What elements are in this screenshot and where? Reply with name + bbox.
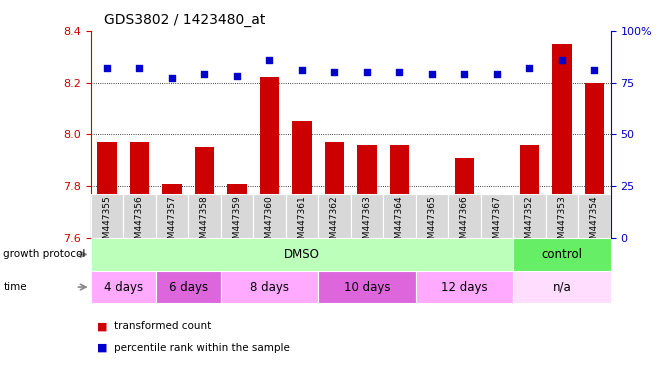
Bar [415, 271, 513, 303]
Text: 12 days: 12 days [441, 281, 488, 293]
Bar [195, 147, 214, 238]
Point [264, 57, 274, 63]
Text: GSM447356: GSM447356 [135, 195, 144, 250]
Bar [546, 194, 578, 238]
Text: n/a: n/a [552, 281, 571, 293]
Bar [519, 145, 539, 238]
Bar [318, 194, 350, 238]
Text: GSM447357: GSM447357 [167, 195, 176, 250]
Point [166, 75, 177, 81]
Bar [350, 194, 383, 238]
Text: percentile rank within the sample: percentile rank within the sample [114, 343, 290, 353]
Point [329, 69, 340, 75]
Bar [513, 271, 611, 303]
Bar [325, 142, 344, 238]
Text: GSM447360: GSM447360 [265, 195, 274, 250]
Bar [584, 83, 604, 238]
Bar [292, 121, 311, 238]
Text: GSM447362: GSM447362 [330, 195, 339, 250]
Bar [253, 194, 286, 238]
Bar [487, 194, 507, 238]
Text: GSM447354: GSM447354 [590, 195, 599, 250]
Bar [91, 238, 513, 271]
Bar [480, 194, 513, 238]
Text: ■: ■ [97, 321, 108, 331]
Text: GSM447358: GSM447358 [200, 195, 209, 250]
Bar [91, 194, 123, 238]
Point [491, 71, 502, 77]
Text: GSM447366: GSM447366 [460, 195, 469, 250]
Point [427, 71, 437, 77]
Bar [454, 158, 474, 238]
Point [231, 73, 242, 79]
Text: 10 days: 10 days [344, 281, 390, 293]
Text: growth protocol: growth protocol [3, 249, 86, 260]
Bar [162, 184, 182, 238]
Point [101, 65, 112, 71]
Text: 4 days: 4 days [103, 281, 143, 293]
Bar [130, 142, 149, 238]
Text: GSM447359: GSM447359 [232, 195, 242, 250]
Bar [260, 78, 279, 238]
Bar [91, 271, 156, 303]
Bar [286, 194, 318, 238]
Bar [156, 194, 188, 238]
Bar [390, 145, 409, 238]
Text: GSM447364: GSM447364 [395, 195, 404, 250]
Text: time: time [3, 282, 27, 292]
Text: ■: ■ [97, 343, 108, 353]
Point [524, 65, 535, 71]
Text: GSM447355: GSM447355 [103, 195, 111, 250]
Bar [156, 271, 221, 303]
Text: 6 days: 6 days [168, 281, 207, 293]
Bar [123, 194, 156, 238]
Bar [318, 271, 415, 303]
Bar [383, 194, 415, 238]
Bar [415, 194, 448, 238]
Bar [448, 194, 480, 238]
Text: GDS3802 / 1423480_at: GDS3802 / 1423480_at [104, 13, 265, 27]
Text: transformed count: transformed count [114, 321, 211, 331]
Bar [188, 194, 221, 238]
Point [556, 57, 567, 63]
Text: GSM447367: GSM447367 [493, 195, 501, 250]
Bar [513, 238, 611, 271]
Bar [97, 142, 117, 238]
Text: 8 days: 8 days [250, 281, 289, 293]
Point [459, 71, 470, 77]
Text: DMSO: DMSO [284, 248, 320, 261]
Text: GSM447365: GSM447365 [427, 195, 436, 250]
Bar [357, 145, 376, 238]
Point [589, 67, 600, 73]
Point [394, 69, 405, 75]
Text: GSM447353: GSM447353 [558, 195, 566, 250]
Bar [221, 271, 318, 303]
Bar [552, 44, 572, 238]
Point [362, 69, 372, 75]
Text: control: control [541, 248, 582, 261]
Point [134, 65, 145, 71]
Bar [221, 194, 253, 238]
Point [199, 71, 210, 77]
Bar [513, 194, 546, 238]
Bar [422, 210, 442, 238]
Text: GSM447363: GSM447363 [362, 195, 371, 250]
Bar [227, 184, 246, 238]
Text: GSM447361: GSM447361 [297, 195, 307, 250]
Text: GSM447352: GSM447352 [525, 195, 534, 250]
Point [297, 67, 307, 73]
Bar [578, 194, 611, 238]
